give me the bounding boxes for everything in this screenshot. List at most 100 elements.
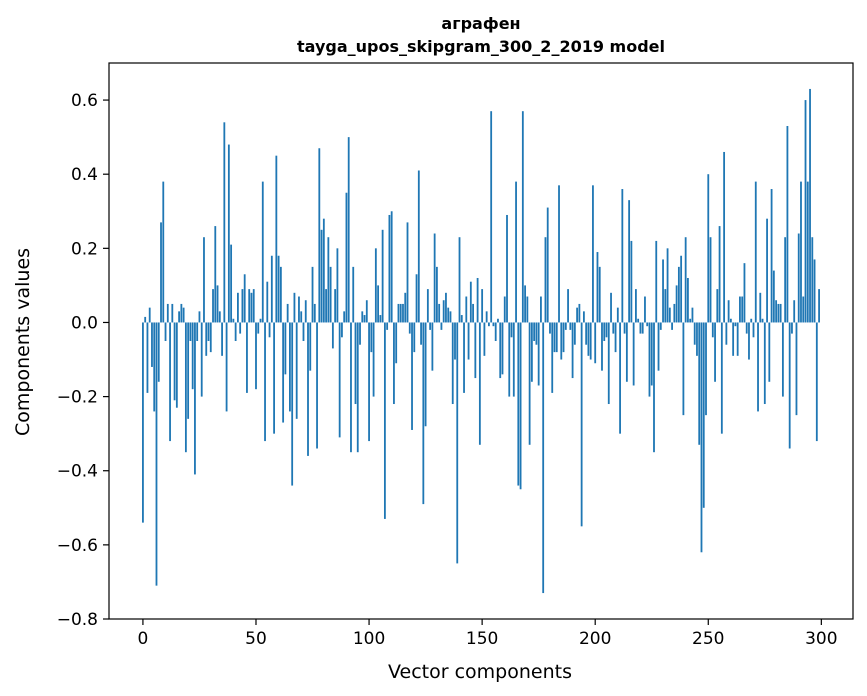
bar bbox=[345, 192, 348, 323]
bar bbox=[818, 289, 820, 323]
bar bbox=[750, 318, 753, 323]
bar bbox=[404, 292, 407, 323]
bar bbox=[266, 281, 269, 323]
bar bbox=[526, 296, 529, 323]
bar bbox=[189, 322, 192, 341]
y-tick-label: −0.8 bbox=[57, 610, 98, 630]
bar bbox=[227, 144, 230, 323]
bar bbox=[422, 322, 425, 505]
bar bbox=[234, 322, 237, 341]
bar bbox=[501, 322, 504, 375]
bar bbox=[194, 322, 196, 475]
bar bbox=[200, 322, 203, 397]
bar bbox=[598, 266, 601, 323]
bar bbox=[639, 322, 642, 334]
bar bbox=[286, 303, 289, 323]
bar bbox=[261, 181, 264, 323]
bar bbox=[402, 303, 404, 323]
bar bbox=[225, 322, 228, 412]
bar bbox=[524, 285, 526, 323]
bar bbox=[433, 233, 436, 323]
bar bbox=[616, 307, 619, 323]
bar bbox=[668, 307, 671, 323]
bar bbox=[257, 322, 260, 334]
bar bbox=[255, 322, 257, 390]
bar bbox=[302, 322, 305, 341]
bar bbox=[334, 289, 337, 323]
bar bbox=[191, 322, 194, 390]
bar bbox=[734, 322, 737, 327]
bar bbox=[203, 237, 205, 323]
bar bbox=[347, 137, 350, 323]
bar bbox=[707, 174, 710, 323]
bar bbox=[295, 322, 298, 419]
bar bbox=[729, 318, 732, 323]
bar bbox=[322, 218, 325, 323]
bar bbox=[499, 322, 502, 379]
bar bbox=[440, 322, 443, 330]
bar bbox=[607, 322, 610, 405]
bar bbox=[655, 240, 658, 323]
bar bbox=[313, 303, 316, 323]
bar bbox=[212, 289, 214, 323]
bar bbox=[243, 274, 246, 323]
bar bbox=[415, 274, 418, 323]
bar bbox=[580, 322, 583, 527]
bar bbox=[395, 322, 398, 364]
bar bbox=[806, 181, 809, 323]
bar bbox=[781, 322, 784, 397]
bar bbox=[311, 266, 314, 323]
bar bbox=[582, 311, 585, 323]
bar bbox=[662, 259, 664, 323]
bar bbox=[451, 322, 454, 405]
bar bbox=[374, 248, 377, 323]
bar bbox=[675, 285, 678, 323]
y-tick-label: 0.2 bbox=[71, 239, 98, 259]
bar bbox=[442, 300, 445, 323]
bar bbox=[766, 218, 768, 323]
bar bbox=[341, 322, 343, 338]
bar bbox=[533, 322, 536, 341]
bar bbox=[775, 300, 778, 323]
bar bbox=[759, 292, 762, 323]
bar bbox=[551, 322, 554, 393]
bar bbox=[424, 322, 427, 427]
bar bbox=[377, 285, 380, 323]
bar bbox=[594, 322, 597, 364]
bar bbox=[741, 296, 744, 323]
bar bbox=[284, 322, 287, 375]
bar bbox=[673, 303, 676, 323]
bar bbox=[494, 322, 497, 341]
bar bbox=[727, 300, 730, 323]
bar bbox=[307, 322, 309, 456]
bar bbox=[469, 281, 472, 323]
axes-group: 0 50 100 150 200 250 300 −0.8 −0.6 −0.4 −0.2 0.0 0.2… bbox=[57, 62, 854, 649]
bar bbox=[705, 322, 707, 416]
bar bbox=[691, 307, 694, 323]
bar bbox=[182, 307, 185, 323]
bar bbox=[696, 322, 698, 356]
bar bbox=[356, 322, 359, 453]
bar bbox=[544, 237, 547, 323]
bar bbox=[680, 255, 683, 323]
bar bbox=[718, 226, 721, 323]
bar bbox=[512, 322, 515, 397]
bar bbox=[205, 322, 208, 356]
bar bbox=[592, 185, 594, 323]
bar bbox=[399, 303, 402, 323]
bar bbox=[804, 100, 807, 323]
bar bbox=[338, 322, 341, 438]
bar bbox=[187, 322, 190, 419]
bar bbox=[650, 322, 653, 386]
bar bbox=[657, 322, 660, 371]
bar bbox=[336, 248, 339, 323]
bars-group bbox=[142, 88, 820, 594]
bar bbox=[429, 322, 432, 330]
bar bbox=[571, 322, 574, 379]
bar bbox=[585, 322, 588, 345]
bar bbox=[635, 289, 637, 323]
bar bbox=[408, 322, 411, 334]
x-tick-label: 200 bbox=[579, 629, 611, 649]
bar bbox=[752, 322, 755, 338]
bar bbox=[420, 322, 422, 345]
